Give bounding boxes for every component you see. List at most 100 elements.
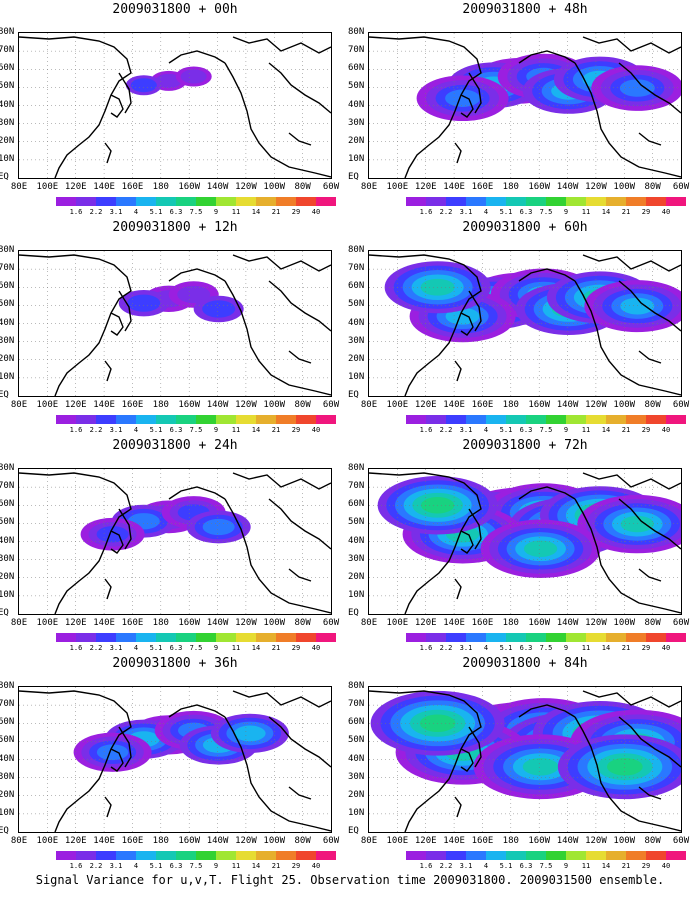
latitude-label: 60N (348, 499, 365, 510)
colorbar-label: 2.2 (439, 644, 453, 652)
latitude-label: 40N (348, 535, 365, 546)
longitude-label: 180 (152, 400, 169, 410)
variance-map (369, 469, 681, 614)
coastline (574, 498, 681, 614)
colorbar-label: 11 (231, 208, 241, 216)
colorbar-label: 6.3 (169, 644, 183, 652)
colorbar-swatch (526, 197, 546, 206)
colorbar-label: 1.6 (419, 426, 433, 434)
colorbar-swatch (56, 197, 76, 206)
latitude-label: 40N (0, 753, 15, 764)
longitude-label: 100E (386, 182, 409, 192)
colorbar-swatch (256, 415, 276, 424)
colorbar-label: 14 (251, 208, 261, 216)
map-area (368, 32, 682, 179)
colorbar-label: 3.1 (109, 862, 123, 870)
longitude-label: 100W (263, 836, 286, 846)
colorbar-label: 6.3 (519, 644, 533, 652)
map-panel: 2009031800 + 24h 80N 70N 60N 50N 40N 30N 20N 10N… (0, 436, 350, 652)
colorbar-label: 5.1 (499, 862, 513, 870)
colorbar-label: 2.2 (439, 208, 453, 216)
colorbar-swatch (276, 633, 296, 642)
longitude-label: 140W (556, 182, 579, 192)
latitude-label: EQ (0, 390, 9, 400)
longitude-label: 140W (206, 618, 229, 628)
longitude-label: 120E (414, 836, 437, 846)
colorbar-swatch (506, 633, 526, 642)
longitude-label: 140E (443, 836, 465, 846)
coastline (518, 486, 576, 500)
colorbar-swatch (406, 197, 426, 206)
longitude-label: 80W (644, 836, 661, 846)
colorbar-swatch (546, 197, 566, 206)
latitude-label: 10N (348, 589, 365, 600)
colorbar-label: 7.5 (539, 862, 553, 870)
colorbar-label: 14 (251, 862, 261, 870)
colorbar-label: 21 (621, 426, 631, 434)
latitude-label: 70N (348, 45, 365, 56)
longitude-label: 100W (613, 836, 636, 846)
longitude-label: 180 (502, 836, 519, 846)
colorbar-label: 5.1 (499, 426, 513, 434)
colorbar-label: 29 (641, 426, 651, 434)
colorbar-label: 5.1 (149, 862, 163, 870)
colorbar-swatch (446, 197, 466, 206)
longitude-label: 120E (64, 618, 87, 628)
colorbar-swatch (586, 851, 606, 860)
longitude-label: 100E (36, 618, 59, 628)
colorbar-label: 21 (271, 426, 281, 434)
longitude-label: 60W (672, 182, 690, 192)
colorbar-swatch (276, 197, 296, 206)
colorbar-swatch (566, 197, 586, 206)
coastline (582, 254, 681, 272)
latitude-label: 80N (0, 245, 15, 255)
colorbar-label: 11 (231, 644, 241, 652)
latitude-label: 40N (0, 99, 15, 110)
colorbar-swatch (96, 851, 116, 860)
longitude-label: 120E (64, 400, 87, 410)
colorbar-swatch (486, 633, 506, 642)
colorbar-swatch (116, 851, 136, 860)
variance-contour (619, 79, 655, 97)
longitude-label: 160E (471, 836, 494, 846)
latitude-label: 80N (348, 681, 365, 691)
coastline (104, 578, 112, 600)
longitude-label: 100W (613, 182, 636, 192)
colorbar-label: 11 (231, 862, 241, 870)
coastline (468, 72, 482, 114)
longitude-label: 140W (206, 400, 229, 410)
colorbar-label: 14 (251, 426, 261, 434)
colorbar-swatch (506, 415, 526, 424)
colorbar-label: 11 (581, 426, 591, 434)
coastline (19, 254, 132, 396)
coastline (518, 704, 576, 718)
colorbar (406, 415, 686, 424)
colorbar (56, 415, 336, 424)
longitude-label: 140E (93, 182, 115, 192)
colorbar-swatch (176, 197, 196, 206)
colorbar-swatch (646, 415, 666, 424)
colorbar-swatch (276, 415, 296, 424)
colorbar-swatch (486, 851, 506, 860)
map-panel: 2009031800 + 36h 80N 70N 60N 50N 40N 30N 20N 10N… (0, 654, 350, 870)
colorbar-label: 7.5 (539, 644, 553, 652)
latitude-label: EQ (0, 172, 9, 182)
latitude-label: 60N (348, 63, 365, 74)
latitude-label: 80N (0, 463, 15, 473)
colorbar-swatch (506, 197, 526, 206)
coastline (369, 472, 482, 614)
colorbar-swatch (216, 633, 236, 642)
colorbar-label: 9 (213, 644, 219, 652)
colorbar-label: 9 (213, 426, 219, 434)
coastline (369, 254, 482, 396)
colorbar-swatch (586, 197, 606, 206)
colorbar-label: 5.1 (149, 426, 163, 434)
longitude-label: 140W (556, 836, 579, 846)
colorbar-swatch (406, 851, 426, 860)
colorbar-label: 7.5 (539, 426, 553, 434)
coastline (168, 50, 226, 64)
colorbar-swatch (116, 633, 136, 642)
colorbar-swatch (566, 415, 586, 424)
colorbar-swatch (466, 851, 486, 860)
longitude-label: 160E (471, 400, 494, 410)
